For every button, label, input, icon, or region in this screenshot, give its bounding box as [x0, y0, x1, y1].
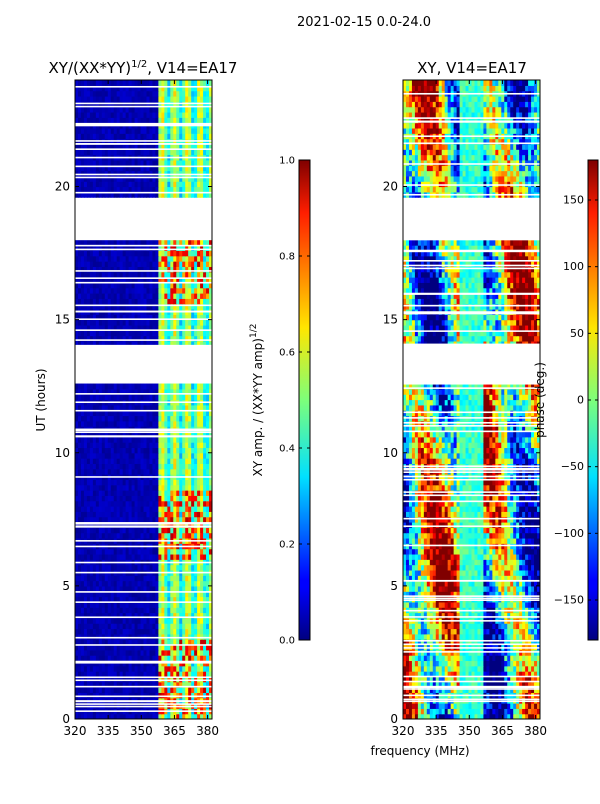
- colorbar-tick-label: 0.4: [279, 444, 295, 455]
- y-tick-label: 20: [55, 180, 70, 194]
- flagged-row: [75, 710, 212, 712]
- flagged-row: [75, 525, 212, 527]
- flagged-row: [75, 339, 212, 341]
- x-tick-label: 365: [163, 724, 186, 738]
- flagged-row: [75, 318, 212, 320]
- flagged-row: [75, 572, 212, 574]
- flagged-row: [75, 562, 212, 564]
- y-tick-label: 5: [62, 579, 70, 593]
- amplitude-colorbar: 0.0 0.2 0.4 0.6 0.8 1.0 XY amp. / (XX*YY amp)…: [249, 156, 310, 647]
- ut-axis-label: UT (hours): [34, 368, 48, 431]
- flagged-block: [75, 200, 212, 237]
- flagged-row: [75, 270, 212, 272]
- flagged-row: [75, 157, 212, 159]
- flagged-row: [75, 676, 212, 678]
- flagged-row: [75, 140, 212, 142]
- colorbar-tick-label: 0.2: [279, 540, 295, 551]
- flagged-row: [75, 103, 212, 105]
- flagged-row: [75, 277, 212, 279]
- flagged-row: [75, 700, 212, 702]
- flagged-row: [75, 249, 212, 251]
- flagged-row: [75, 431, 212, 433]
- flagged-row: [75, 282, 212, 284]
- colorbar-tick-label: 0.6: [279, 348, 295, 359]
- flagged-row: [75, 429, 212, 431]
- flagged-row: [75, 591, 212, 593]
- amplitude-colorbar-gradient: [299, 160, 310, 640]
- flagged-row: [75, 305, 212, 307]
- phase-heatmap: [403, 80, 541, 720]
- flagged-row: [75, 166, 212, 168]
- flagged-row: [75, 540, 212, 542]
- colorbar-tick-label: 1.0: [279, 156, 295, 167]
- y-tick-label: 15: [55, 313, 70, 327]
- x-tick-label: 320: [64, 724, 87, 738]
- amplitude-panel: XY/(XX*YY)1/2, V14=EA17 320 335 350 365 380 0…: [34, 59, 237, 738]
- flagged-row: [75, 616, 212, 618]
- flagged-row: [75, 148, 212, 150]
- flagged-row: [75, 123, 212, 125]
- flagged-row: [75, 661, 212, 663]
- flagged-row: [75, 106, 212, 108]
- flagged-row: [75, 346, 212, 348]
- flagged-row: [75, 435, 212, 437]
- x-tick-label: 335: [97, 724, 120, 738]
- page-title: 2021-02-15 0.0-24.0: [297, 15, 431, 30]
- flagged-row: [75, 143, 212, 145]
- phase-panel-title: XY, V14=EA17: [417, 59, 527, 77]
- flagged-row: [75, 125, 212, 127]
- colorbar-tick-label: 0.0: [279, 636, 295, 647]
- flagged-row: [75, 311, 212, 313]
- amplitude-panel-title: XY/(XX*YY)1/2, V14=EA17: [49, 59, 238, 77]
- flagged-row: [75, 637, 212, 639]
- flagged-row: [75, 679, 212, 681]
- flagged-row: [75, 177, 212, 179]
- flagged-row: [75, 703, 212, 705]
- x-tick-label: 350: [130, 724, 153, 738]
- flagged-row: [75, 696, 212, 698]
- flagged-row: [75, 686, 212, 688]
- y-tick-label: 0: [62, 712, 70, 726]
- flagged-row: [75, 174, 212, 176]
- flagged-row: [75, 706, 212, 708]
- flagged-row: [75, 86, 212, 88]
- flagged-row: [75, 523, 212, 525]
- x-tick-label: 380: [196, 724, 219, 738]
- flagged-row: [75, 192, 212, 194]
- flagged-row: [75, 401, 212, 403]
- flagged-row: [75, 393, 212, 395]
- flagged-block: [75, 349, 212, 384]
- colorbar-tick-label: 0.8: [279, 252, 295, 263]
- flagged-row: [75, 239, 212, 241]
- flagged-row: [75, 245, 212, 247]
- flagged-row: [75, 476, 212, 478]
- y-tick-label: 10: [55, 446, 70, 460]
- flagged-row: [75, 410, 212, 412]
- amplitude-colorbar-label: XY amp. / (XX*YY amp)1/2: [249, 324, 265, 477]
- flagged-row: [75, 644, 212, 646]
- flagged-row: [75, 601, 212, 603]
- flagged-row: [75, 329, 212, 331]
- flagged-row: [75, 546, 212, 548]
- amplitude-heatmap: [75, 80, 213, 720]
